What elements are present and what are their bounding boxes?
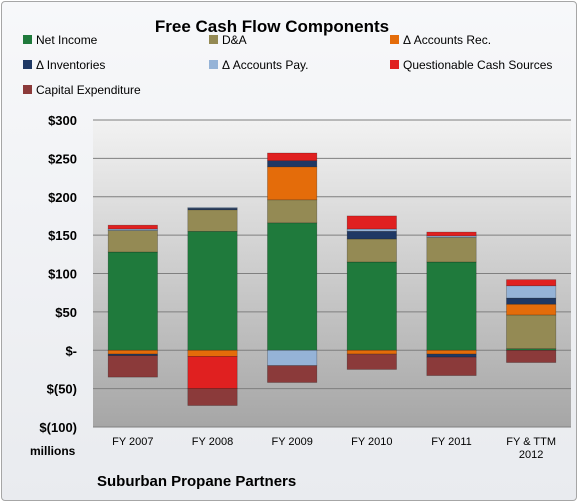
x-tick-label: FY 2010 [351, 436, 392, 448]
bar-questionable-cash-sources-fy-2009 [267, 152, 318, 161]
bar-capital-expenditure-fy-2011 [426, 356, 477, 376]
legend-swatch-capital-expenditure [23, 85, 32, 94]
legend-swatch-accounts-pay [209, 60, 218, 69]
x-tick-label: FY 2011 [431, 436, 472, 448]
bar-accounts-rec-fy-2011 [426, 349, 477, 355]
legend-label-accounts-pay: Δ Accounts Pay. [222, 58, 309, 72]
bar-inventories-fy-2010 [346, 230, 397, 240]
y-tick-label: $- [65, 343, 77, 358]
bar-d-a-fy-2008 [187, 209, 238, 232]
y-tick-label: $(50) [47, 382, 77, 397]
bar-accounts-rec-fy-2007 [107, 349, 158, 355]
bar-d-a-fy-2007 [107, 230, 158, 253]
bar-capital-expenditure-fy-2007 [107, 355, 158, 378]
bar-net-income-fy-2008 [187, 230, 238, 351]
legend-label-net-income: Net Income [36, 33, 98, 47]
bar-questionable-cash-sources-fy-2011 [426, 231, 477, 237]
y-tick-label: $150 [48, 228, 77, 243]
bars [107, 152, 557, 406]
bar-questionable-cash-sources-fy-ttm-2012 [506, 279, 557, 287]
bar-accounts-pay-fy-2010 [346, 228, 397, 232]
y-axis-label: millions [30, 444, 76, 458]
legend-swatch-inventories [23, 60, 32, 69]
bar-accounts-rec-fy-2010 [346, 349, 397, 355]
legend-swatch-net-income [23, 35, 32, 44]
chart-title: Free Cash Flow Components [155, 17, 389, 36]
legend-swatch-d-a [209, 35, 218, 44]
y-tick-label: $(100) [39, 420, 77, 435]
bar-net-income-fy-2009 [267, 222, 318, 351]
bar-net-income-fy-2011 [426, 261, 477, 351]
bar-accounts-rec-fy-2009 [267, 166, 318, 201]
chart-subtitle: Suburban Propane Partners [97, 473, 296, 490]
legend-label-d-a: D&A [222, 33, 247, 47]
y-tick-label: $250 [48, 151, 77, 166]
bar-accounts-rec-fy-ttm-2012 [506, 303, 557, 316]
legend-swatch-questionable-cash-sources [390, 60, 399, 69]
bar-accounts-pay-fy-2011 [426, 235, 477, 238]
bar-capital-expenditure-fy-2010 [346, 353, 397, 370]
bar-capital-expenditure-fy-ttm-2012 [506, 349, 557, 363]
y-tick-label: $300 [48, 113, 77, 128]
legend-swatch-accounts-rec [390, 35, 399, 44]
y-tick-label: $100 [48, 267, 77, 282]
x-tick-label: FY 2007 [112, 436, 153, 448]
bar-accounts-pay-fy-2009 [267, 349, 318, 366]
bar-capital-expenditure-fy-2009 [267, 365, 318, 383]
bar-questionable-cash-sources-fy-2010 [346, 215, 397, 230]
bar-capital-expenditure-fy-2008 [187, 388, 238, 406]
legend-label-capital-expenditure: Capital Expenditure [36, 83, 141, 97]
bar-d-a-fy-2009 [267, 199, 318, 224]
y-tick-label: $200 [48, 190, 77, 205]
bar-net-income-fy-2010 [346, 261, 397, 351]
legend: Net Income D&A Δ Accounts Rec. Δ Inventorie… [23, 33, 552, 97]
x-tick-label: FY 2008 [192, 436, 233, 448]
bar-questionable-cash-sources-fy-2008 [187, 356, 238, 389]
legend-label-inventories: Δ Inventories [36, 58, 105, 72]
gridlines [93, 119, 571, 428]
bar-accounts-pay-fy-ttm-2012 [506, 285, 557, 299]
bar-d-a-fy-2010 [346, 238, 397, 263]
x-tick-label: FY 2009 [271, 436, 312, 448]
x-axis-ticks: FY 2007 FY 2008 FY 2009 FY 2010 FY 2011 FY & … [112, 436, 556, 461]
y-axis-ticks: $300 $250 $200 $150 $100 $50 $- $(50) $(100) [39, 113, 77, 435]
bar-inventories-fy-ttm-2012 [506, 297, 557, 305]
y-tick-label: $50 [55, 305, 77, 320]
bar-d-a-fy-ttm-2012 [506, 314, 557, 350]
bar-d-a-fy-2011 [426, 237, 477, 263]
bar-inventories-fy-2009 [267, 160, 318, 168]
bar-net-income-fy-2007 [107, 251, 158, 351]
legend-label-questionable-cash-sources: Questionable Cash Sources [403, 58, 552, 72]
legend-label-accounts-rec: Δ Accounts Rec. [403, 33, 491, 47]
bar-accounts-pay-fy-2008 [187, 207, 238, 209]
x-tick-label: FY & TTM 2012 [506, 436, 556, 461]
bar-accounts-rec-fy-2008 [187, 349, 238, 357]
bar-questionable-cash-sources-fy-2007 [107, 224, 158, 230]
bar-inventories-fy-2011 [426, 353, 477, 358]
